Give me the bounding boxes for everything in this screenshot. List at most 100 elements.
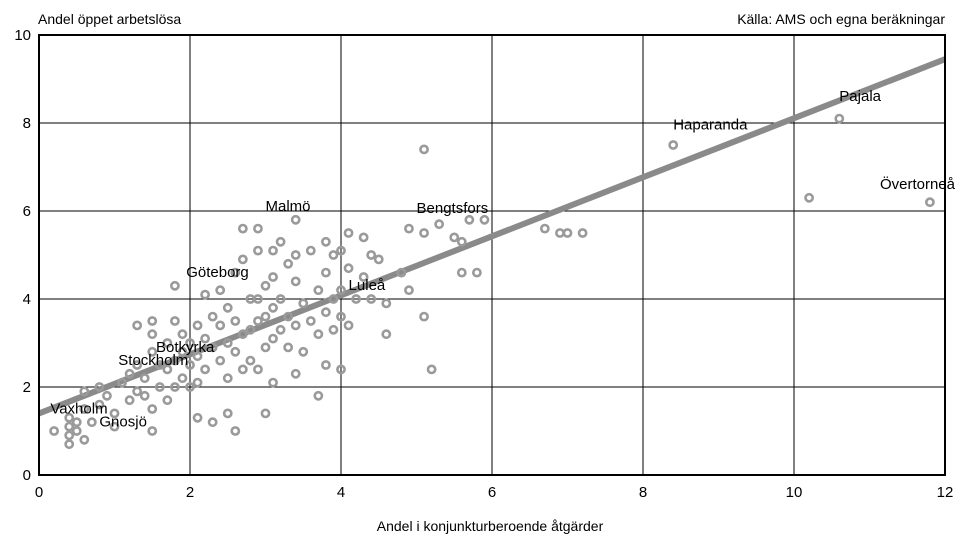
data-point — [185, 360, 195, 370]
data-point — [419, 228, 429, 238]
data-point — [260, 342, 271, 353]
data-point — [419, 144, 429, 155]
data-point — [479, 214, 490, 225]
data-point — [79, 386, 90, 397]
y-tick-label: 0 — [23, 467, 31, 484]
data-point — [290, 250, 301, 260]
data-point — [834, 113, 845, 124]
data-point — [132, 386, 143, 397]
x-tick-label: 12 — [937, 484, 954, 501]
data-point — [313, 329, 324, 340]
data-point — [804, 192, 814, 203]
data-point — [471, 267, 482, 278]
annotation-label: Luleå — [349, 277, 386, 294]
data-point — [396, 267, 407, 278]
data-point — [343, 320, 354, 331]
data-point — [253, 364, 263, 375]
data-point — [577, 228, 588, 238]
data-point — [200, 333, 210, 344]
data-point — [925, 197, 935, 208]
data-point — [336, 364, 346, 375]
data-point — [426, 364, 437, 375]
data-point — [268, 302, 278, 313]
data-point — [169, 382, 180, 392]
data-point — [253, 245, 263, 256]
data-point — [169, 355, 180, 366]
data-point — [169, 280, 180, 291]
data-point — [313, 285, 324, 296]
data-point — [555, 228, 565, 238]
trend-line — [37, 56, 947, 417]
data-point — [192, 377, 203, 388]
plot-frame — [38, 34, 946, 476]
data-point — [230, 316, 241, 326]
data-point — [328, 294, 339, 304]
data-point — [222, 408, 233, 419]
data-point — [419, 311, 429, 322]
annotation-label: Haparanda — [673, 117, 748, 134]
data-point — [668, 140, 679, 150]
data-point — [147, 346, 158, 357]
y-axis-label: Andel öppet arbetslösa — [38, 11, 181, 27]
x-tick-label: 10 — [786, 484, 803, 501]
grid-lines — [38, 34, 946, 476]
data-point — [200, 289, 210, 300]
data-point — [230, 426, 241, 436]
data-point — [456, 236, 467, 247]
data-point — [64, 421, 75, 432]
data-point — [268, 245, 278, 256]
data-point — [49, 426, 59, 436]
x-tick-label: 8 — [639, 484, 647, 501]
data-point — [117, 377, 127, 388]
data-point — [464, 214, 475, 225]
data-point — [275, 236, 286, 247]
data-point — [71, 417, 82, 428]
data-point — [94, 382, 105, 392]
annotation-label: Pajala — [839, 88, 881, 105]
data-point — [290, 320, 301, 331]
data-point — [381, 329, 392, 340]
annotation-label: Bengtsfors — [417, 200, 489, 217]
data-point — [102, 390, 112, 401]
data-point — [169, 316, 180, 326]
data-point — [328, 250, 339, 260]
data-point — [162, 364, 173, 375]
x-tick-label: 4 — [337, 484, 345, 501]
data-point — [162, 395, 173, 406]
data-point — [381, 298, 392, 309]
data-point — [124, 395, 135, 406]
data-point — [320, 236, 331, 247]
data-point — [366, 250, 377, 260]
data-point — [456, 267, 467, 278]
data-point — [275, 324, 286, 335]
data-point — [109, 421, 120, 432]
data-point — [215, 355, 226, 366]
y-axis-ticks: 0 2 4 6 8 10 — [14, 27, 31, 484]
data-point — [320, 360, 331, 370]
data-point — [237, 254, 248, 265]
data-point — [268, 333, 278, 344]
data-point — [154, 382, 165, 392]
data-point — [268, 377, 278, 388]
data-point — [358, 232, 369, 243]
data-point — [343, 228, 354, 238]
data-point — [86, 417, 97, 428]
data-point — [79, 434, 90, 445]
annotation-label: Vaxholm — [50, 400, 107, 417]
data-point — [215, 285, 226, 296]
data-point — [177, 329, 188, 340]
data-point — [222, 373, 233, 384]
data-point — [192, 351, 203, 362]
data-point — [237, 223, 248, 234]
trend-line-group — [37, 56, 947, 417]
data-point — [283, 342, 294, 353]
data-point — [562, 228, 573, 238]
data-point — [351, 294, 361, 304]
data-point — [215, 320, 226, 331]
data-point — [132, 320, 143, 331]
data-point — [207, 311, 218, 322]
data-point — [177, 373, 188, 384]
data-point — [253, 316, 263, 326]
